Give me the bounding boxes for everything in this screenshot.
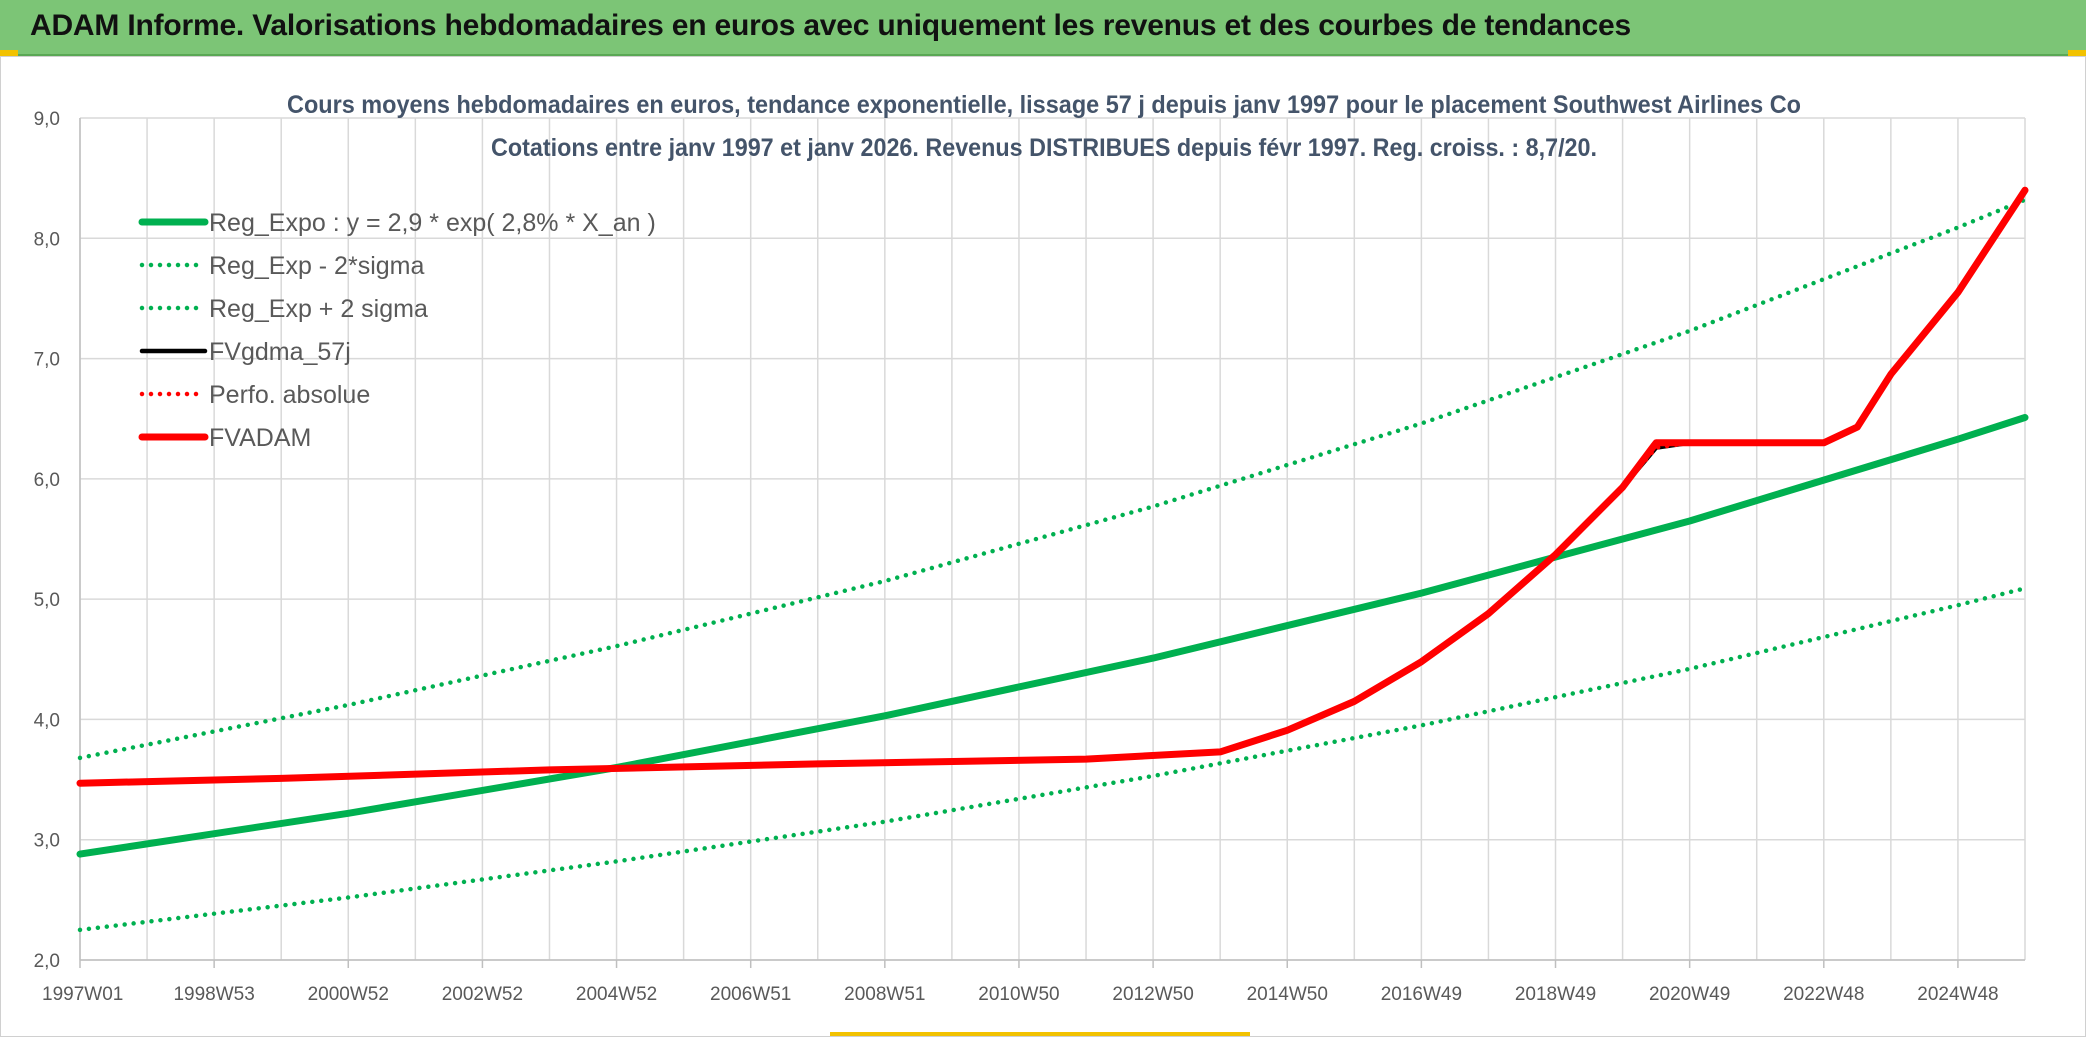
chart-title-line-1: Cours moyens hebdomadaires en euros, ten…: [287, 91, 1801, 119]
corner-marker-right: [2068, 50, 2086, 57]
report-title: ADAM Informe. Valorisations hebdomadaire…: [30, 9, 1631, 42]
grid: [79, 117, 2026, 961]
x-tick-label: 2004W52: [576, 984, 657, 1005]
x-tick-label: 1997W01: [42, 984, 123, 1005]
chart-title-line-2: Cotations entre janv 1997 et janv 2026. …: [491, 134, 1597, 162]
report-banner: ADAM Informe. Valorisations hebdomadaire…: [0, 0, 2086, 56]
x-tick-label: 2016W49: [1381, 984, 1462, 1005]
legend: Reg_Expo : y = 2,9 * exp( 2,8% * X_an ) R…: [138, 209, 656, 452]
y-tick-label: 9,0: [34, 109, 60, 130]
x-tick-label: 2022W48: [1783, 984, 1864, 1005]
legend-label: Reg_Exp - 2*sigma: [209, 252, 424, 280]
x-tick-label: 2000W52: [308, 984, 389, 1005]
y-tick-label: 2,0: [34, 951, 60, 972]
x-tick-label: 2020W49: [1649, 984, 1730, 1005]
x-tick-label: 2024W48: [1917, 984, 1998, 1005]
legend-label: Perfo. absolue: [209, 381, 370, 409]
legend-label: FVADAM: [209, 424, 311, 452]
series-line-reg-exp-2-sigma: [77, 586, 2028, 933]
series-layer: [76, 186, 2029, 933]
y-tick-label: 4,0: [34, 710, 60, 731]
bottom-marker: [830, 1032, 1250, 1037]
x-tick-label: 2008W51: [844, 984, 925, 1005]
x-tick-label: 1998W53: [173, 984, 254, 1005]
y-tick-label: 5,0: [34, 590, 60, 611]
x-tick-label: 2006W51: [710, 984, 791, 1005]
x-tick-label: 2014W50: [1247, 984, 1328, 1005]
legend-label: FVgdma_57j: [209, 338, 351, 366]
axes: [79, 118, 2025, 968]
y-tick-label: 8,0: [34, 229, 60, 250]
x-tick-label: 2002W52: [442, 984, 523, 1005]
legend-label: Reg_Exp + 2 sigma: [209, 295, 428, 323]
series-line-perfo-absolue: [77, 187, 2028, 786]
chart-titles: Cours moyens hebdomadaires en euros, ten…: [287, 91, 1801, 162]
y-tick-label: 3,0: [34, 831, 60, 852]
series-line-reg-expo-y-2-9-exp-2-8-x-an: [76, 414, 2029, 858]
x-tick-label: 2010W50: [978, 984, 1059, 1005]
corner-marker-left: [0, 50, 18, 57]
y-tick-label: 6,0: [34, 470, 60, 491]
legend-label: Reg_Expo : y = 2,9 * exp( 2,8% * X_an ): [209, 209, 656, 237]
y-tick-label: 7,0: [34, 350, 60, 371]
x-tick-label: 2018W49: [1515, 984, 1596, 1005]
tick-labels: 2,0 3,0 4,0 5,0 6,0 7,0 8,0 9,0 1997W01 1998W53 20…: [34, 109, 1999, 1005]
x-tick-label: 2012W50: [1112, 984, 1193, 1005]
